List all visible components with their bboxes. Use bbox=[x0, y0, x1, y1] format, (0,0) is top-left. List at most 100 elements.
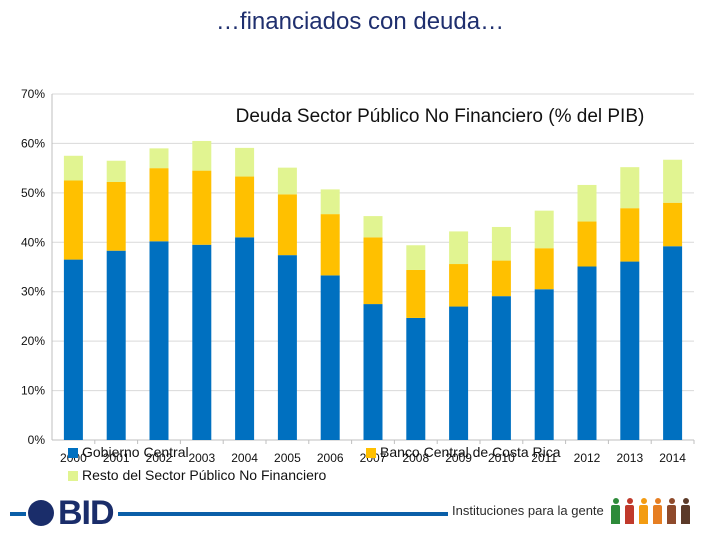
bar-2004-series-1 bbox=[235, 176, 255, 238]
legend-item-banco-central: Banco Central de Costa Rica bbox=[366, 444, 561, 460]
footer-tagline: Instituciones para la gente bbox=[452, 503, 604, 518]
legend-swatch-banco-central bbox=[366, 448, 376, 459]
x-tick-label: 2011 bbox=[531, 451, 557, 465]
bar-2005-series-2 bbox=[277, 167, 297, 195]
bar-2000-series-0 bbox=[63, 259, 83, 440]
y-tick-label: 70% bbox=[21, 87, 45, 101]
bar-2001-series-1 bbox=[106, 181, 126, 251]
person-icon bbox=[638, 498, 649, 524]
bar-2008-series-0 bbox=[406, 317, 426, 440]
legend-swatch-gobierno-central bbox=[68, 448, 78, 459]
legend-label: Banco Central de Costa Rica bbox=[380, 444, 561, 460]
person-body bbox=[681, 505, 690, 524]
bar-2003-series-2 bbox=[192, 140, 212, 171]
bar-2002-series-0 bbox=[149, 241, 169, 440]
bar-2000-series-2 bbox=[63, 155, 83, 181]
slide-title: …financiados con deuda… bbox=[215, 8, 505, 35]
bar-2011-series-2 bbox=[534, 210, 554, 249]
person-icon bbox=[624, 498, 635, 524]
bar-2005-series-0 bbox=[277, 255, 297, 440]
bar-2013-series-1 bbox=[620, 208, 640, 262]
y-tick-label: 20% bbox=[21, 334, 45, 348]
y-tick-label: 60% bbox=[21, 136, 45, 150]
bar-2012-series-1 bbox=[577, 221, 597, 267]
bid-logo: BID bbox=[28, 493, 115, 532]
legend-label: Resto del Sector Público No Financiero bbox=[82, 467, 327, 483]
y-tick-label: 40% bbox=[21, 235, 45, 249]
person-body bbox=[625, 505, 634, 524]
x-tick-label: 2004 bbox=[231, 451, 258, 465]
person-head bbox=[654, 498, 661, 504]
bar-2009-series-2 bbox=[449, 231, 469, 265]
bar-2005-series-1 bbox=[277, 194, 297, 256]
bar-2003-series-0 bbox=[192, 244, 212, 440]
person-head bbox=[612, 498, 619, 504]
bar-2004-series-0 bbox=[235, 237, 255, 440]
x-tick-label: 2006 bbox=[317, 451, 344, 465]
bar-2013-series-0 bbox=[620, 261, 640, 440]
bar-2008-series-1 bbox=[406, 269, 426, 318]
bar-2001-series-2 bbox=[106, 160, 126, 182]
legend-swatch-resto-sector bbox=[68, 471, 78, 482]
bar-2000-series-1 bbox=[63, 180, 83, 260]
bar-2006-series-2 bbox=[320, 189, 340, 215]
people-icons bbox=[610, 498, 691, 524]
bar-2014-series-1 bbox=[663, 202, 683, 247]
bar-2010-series-2 bbox=[491, 226, 511, 261]
person-icon bbox=[610, 498, 621, 524]
y-tick-label: 50% bbox=[21, 186, 45, 200]
bar-2011-series-1 bbox=[534, 248, 554, 290]
footer-divider-left bbox=[10, 512, 26, 516]
bar-2003-series-1 bbox=[192, 170, 212, 245]
y-tick-label: 0% bbox=[28, 433, 46, 447]
bid-logo-text: BID bbox=[58, 493, 115, 532]
legend-label: Gobierno Central bbox=[82, 444, 189, 460]
y-tick-label: 10% bbox=[21, 384, 45, 398]
bar-2009-series-0 bbox=[449, 306, 469, 440]
bar-2007-series-0 bbox=[363, 304, 383, 440]
x-tick-label: 2008 bbox=[402, 451, 429, 465]
bar-2014-series-0 bbox=[663, 246, 683, 440]
person-head bbox=[626, 498, 633, 504]
y-tick-label: 30% bbox=[21, 285, 45, 299]
bar-2004-series-2 bbox=[235, 147, 255, 177]
chart-title: Deuda Sector Público No Financiero (% de… bbox=[236, 106, 645, 127]
bar-2011-series-0 bbox=[534, 289, 554, 440]
bar-2009-series-1 bbox=[449, 264, 469, 307]
person-head bbox=[668, 498, 675, 504]
bar-2010-series-1 bbox=[491, 260, 511, 297]
x-tick-label: 2009 bbox=[445, 451, 472, 465]
x-tick-label: 2005 bbox=[274, 451, 301, 465]
person-icon bbox=[666, 498, 677, 524]
bar-2002-series-1 bbox=[149, 168, 169, 242]
person-icon bbox=[680, 498, 691, 524]
bar-2013-series-2 bbox=[620, 167, 640, 209]
person-body bbox=[667, 505, 676, 524]
x-tick-label: 2014 bbox=[659, 451, 686, 465]
x-tick-label: 2002 bbox=[146, 451, 173, 465]
bar-2006-series-0 bbox=[320, 275, 340, 440]
x-tick-label: 2013 bbox=[616, 451, 643, 465]
x-tick-label: 2003 bbox=[188, 451, 215, 465]
footer-divider bbox=[118, 512, 448, 516]
bar-2001-series-0 bbox=[106, 250, 126, 440]
bar-2014-series-2 bbox=[663, 159, 683, 203]
bar-2008-series-2 bbox=[406, 245, 426, 270]
x-tick-label: 2012 bbox=[574, 451, 601, 465]
person-head bbox=[682, 498, 689, 504]
bid-seal-icon bbox=[28, 500, 54, 526]
bar-2007-series-1 bbox=[363, 237, 383, 305]
bar-2002-series-2 bbox=[149, 148, 169, 169]
bar-2006-series-1 bbox=[320, 214, 340, 276]
bar-2012-series-2 bbox=[577, 184, 597, 222]
bar-2010-series-0 bbox=[491, 296, 511, 440]
person-body bbox=[639, 505, 648, 524]
bar-2012-series-0 bbox=[577, 266, 597, 440]
person-body bbox=[611, 505, 620, 524]
x-tick-label: 2001 bbox=[103, 451, 130, 465]
person-head bbox=[640, 498, 647, 504]
legend-item-resto-sector: Resto del Sector Público No Financiero bbox=[68, 467, 326, 483]
legend-item-gobierno-central: Gobierno Central bbox=[68, 444, 189, 460]
x-tick-label: 2010 bbox=[488, 451, 515, 465]
